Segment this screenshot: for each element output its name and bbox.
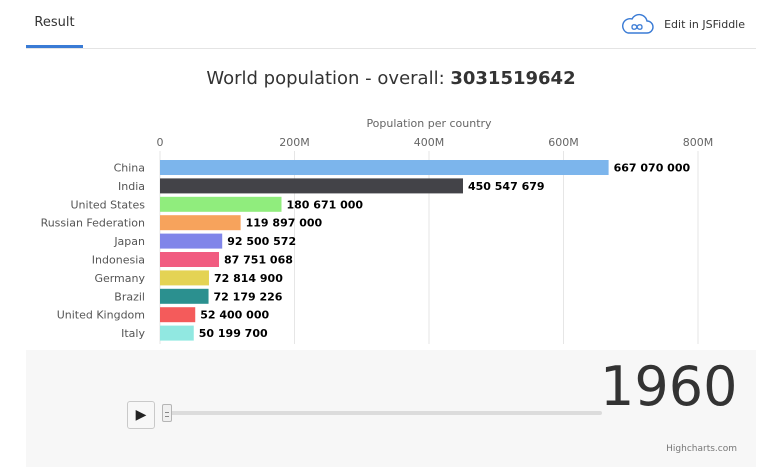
x-tick-label: 400M (414, 136, 445, 149)
category-label: Italy (121, 327, 145, 340)
top-bar: Result Edit in JSFiddle (0, 0, 767, 50)
highcharts-credits[interactable]: Highcharts.com (666, 444, 737, 454)
bar[interactable] (160, 307, 196, 323)
data-label: 119 897 000 (246, 217, 323, 230)
data-label: 50 199 700 (199, 327, 268, 340)
x-axis-title: Population per country (366, 117, 492, 130)
bar[interactable] (160, 325, 194, 341)
data-label: 180 671 000 (287, 198, 364, 211)
x-tick-label: 200M (279, 136, 310, 149)
x-tick-label: 600M (548, 136, 579, 149)
edit-in-jsfiddle-link[interactable]: Edit in JSFiddle (620, 13, 745, 35)
category-labels: China India United States Russian Federatio… (41, 162, 146, 341)
bar[interactable] (160, 252, 220, 267)
tab-divider (26, 48, 756, 49)
bar[interactable] (160, 288, 209, 304)
bar[interactable] (160, 270, 209, 286)
data-label: 450 547 679 (468, 180, 545, 193)
x-tick-label: 0 (157, 136, 164, 149)
x-tick-label: 800M (683, 136, 714, 149)
chart-title-prefix: World population - overall: (206, 68, 450, 89)
bar[interactable] (160, 178, 463, 194)
category-label: Indonesia (92, 254, 145, 267)
play-icon: ▶ (135, 407, 147, 423)
data-labels: 667 070 000 450 547 679 180 671 000 119 897… (199, 162, 691, 341)
category-label: India (118, 180, 145, 193)
year-slider-track[interactable] (166, 411, 602, 415)
bar[interactable] (160, 233, 223, 249)
data-label: 667 070 000 (614, 162, 691, 175)
bar[interactable] (160, 196, 282, 212)
data-label: 52 400 000 (200, 309, 269, 322)
category-label: United States (71, 198, 146, 211)
year-label: 1960 (600, 355, 738, 418)
cloud-infinity-icon (622, 13, 654, 34)
data-label: 72 179 226 (214, 290, 283, 303)
bar[interactable] (160, 215, 241, 231)
edit-in-jsfiddle-label: Edit in JSFiddle (664, 17, 745, 31)
data-label: 92 500 572 (227, 235, 296, 248)
category-label: Brazil (114, 290, 145, 303)
year-slider-handle[interactable] (162, 404, 172, 422)
category-label: Germany (94, 272, 145, 285)
data-label: 87 751 068 (224, 254, 293, 267)
tab-result[interactable]: Result (26, 0, 83, 48)
data-label: 72 814 900 (214, 272, 283, 285)
chart-title: World population - overall: 3031519642 (206, 68, 575, 89)
category-label: China (114, 162, 145, 175)
bars (160, 160, 609, 341)
category-label: United Kingdom (57, 309, 145, 322)
chart-title-value: 3031519642 (450, 68, 575, 89)
play-button[interactable]: ▶ (127, 401, 155, 429)
bar[interactable] (160, 160, 609, 175)
axis-ticks: 0 200M 400M 600M 800M (157, 136, 714, 149)
category-label: Russian Federation (41, 217, 145, 230)
category-label: Japan (113, 235, 145, 248)
